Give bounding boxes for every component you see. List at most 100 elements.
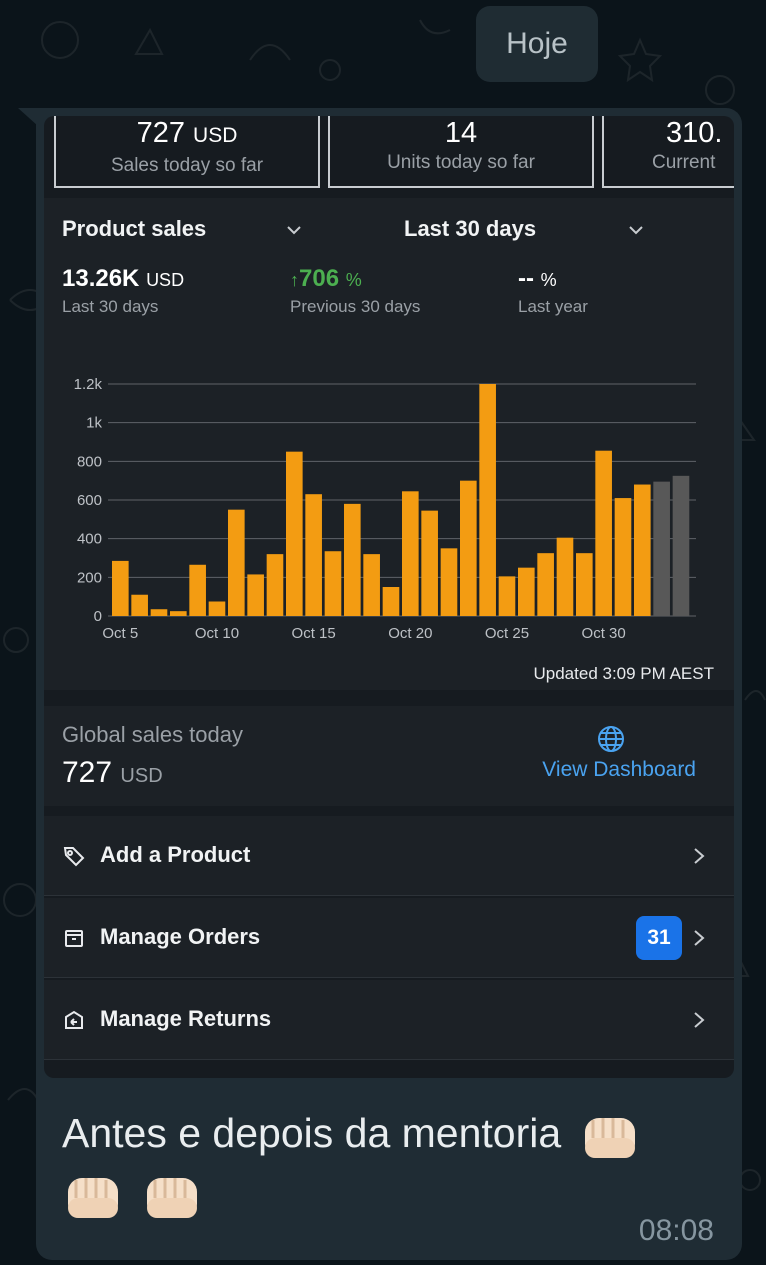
stat-unit: USD [193,124,238,147]
global-unit: USD [120,765,163,787]
menu-label: Add a Product [100,842,251,867]
global-sales-panel: Global sales today 727 USD View Dashboar… [44,706,734,806]
dashboard-screenshot[interactable]: 727 USD Sales today so far 14 Units toda… [44,116,734,1078]
bar[interactable] [363,554,380,616]
product-sales-panel: Product sales Last 30 days 13.26K USD La… [44,198,734,690]
bar[interactable] [344,503,361,616]
y-tick-label: 200 [77,569,102,586]
chevron-down-icon[interactable] [626,220,646,240]
stat-label: Sales today so far [110,155,264,176]
kpi-sub: Last 30 days [62,297,159,316]
x-tick-label: Oct 10 [195,625,239,642]
sales-bar-chart: 0 200 400 600 800 1k 1.2k Oct 5 Oct 10 Oct 15 Oct … [74,376,696,642]
chevron-right-icon [694,930,705,946]
orders-count-badge: 31 [636,916,682,960]
kpi-unit: % [345,270,362,290]
bar[interactable] [112,560,129,616]
stat-card-units: 14 Units today so far [328,116,594,188]
bar[interactable] [498,576,516,616]
stat-value: 14 [444,117,478,149]
bar[interactable] [518,567,535,616]
message-text: Antes e depois da mentoria [62,1104,722,1224]
global-value: 727 [62,756,113,789]
y-tick-label: 1k [86,415,102,432]
stat-value: 310. [666,117,723,149]
global-sales-value: 727 USD [62,756,163,790]
bar[interactable] [537,553,554,616]
date-chip: Hoje [476,6,598,82]
bar[interactable] [247,574,264,616]
globe-icon[interactable] [596,724,626,754]
bar[interactable] [556,537,574,616]
menu-item-manage-orders[interactable]: Manage Orders 31 [44,898,734,978]
bar[interactable] [634,484,651,616]
kpi-value: 706 [299,265,340,292]
bar[interactable] [208,601,226,617]
fist-emoji-icon [68,1178,118,1219]
y-tick-label: 400 [77,531,102,548]
bar[interactable] [595,450,612,616]
caption-text: Antes e depois da mentoria [62,1110,562,1156]
bar[interactable] [286,451,303,616]
y-tick-label: 0 [94,608,102,625]
global-sales-title: Global sales today [62,722,243,747]
stat-card-sales: 727 USD Sales today so far [54,116,320,188]
fist-emoji-icon [147,1178,198,1219]
range-dropdown[interactable]: Last 30 days [404,216,537,241]
kpi-sub: Previous 30 days [290,297,421,316]
menu-label: Manage Orders [100,924,261,949]
kpi-previous: ↑706 % Previous 30 days [290,264,420,317]
menu-label: Manage Returns [100,1006,272,1031]
x-tick-label: Oct 25 [485,625,529,642]
bar[interactable] [653,481,670,616]
bar[interactable] [305,494,322,616]
return-box-icon [65,1010,83,1029]
kpi-last-year: -- % Last year [518,264,588,317]
arrow-up-icon: ↑ [290,270,299,290]
chevron-down-icon[interactable] [284,220,304,240]
bar[interactable] [170,611,187,616]
bar[interactable] [189,564,206,616]
view-dashboard-link[interactable]: View Dashboard [542,758,696,781]
tag-icon [63,847,85,867]
stat-card-current: 310. Current [602,116,734,188]
kpi-value: -- [518,265,534,292]
x-tick-label: Oct 30 [582,625,626,642]
bar[interactable] [440,548,458,616]
bar[interactable] [228,509,245,616]
chevron-right-icon [694,848,705,864]
bubble-tail [18,108,38,126]
bar[interactable] [479,384,496,616]
kpi-value: 13.26K [62,265,140,292]
menu-item-manage-returns[interactable]: Manage Returns [44,980,734,1060]
stat-label: Current [652,152,716,173]
bar[interactable] [266,554,284,616]
x-tick-label: Oct 20 [388,625,432,642]
kpi-total: 13.26K USD Last 30 days [62,264,184,317]
stat-label: Units today so far [387,152,535,173]
x-tick-label: Oct 5 [102,625,138,642]
x-tick-label: Oct 15 [292,625,336,642]
menu-item-add-product[interactable]: Add a Product [44,816,734,896]
bar[interactable] [131,594,148,616]
bar[interactable] [614,498,632,616]
bar[interactable] [576,553,593,616]
metric-dropdown[interactable]: Product sales [62,216,207,241]
message-time: 08:08 [638,1214,714,1247]
stats-row: 727 USD Sales today so far 14 Units toda… [44,116,734,192]
stat-value: 727 [136,117,185,149]
kpi-unit: % [540,270,557,290]
bar[interactable] [421,510,438,616]
y-tick-label: 800 [77,453,102,470]
bar[interactable] [324,551,342,616]
bar[interactable] [382,587,400,616]
chevron-right-icon [694,1012,705,1028]
kpi-sub: Last year [518,297,588,316]
bar[interactable] [150,609,168,616]
bar[interactable] [672,475,690,616]
fist-emoji-icon [584,1118,635,1159]
bar[interactable] [460,480,477,616]
bar[interactable] [402,491,419,616]
y-tick-label: 1.2k [74,376,103,393]
y-tick-label: 600 [77,492,102,509]
